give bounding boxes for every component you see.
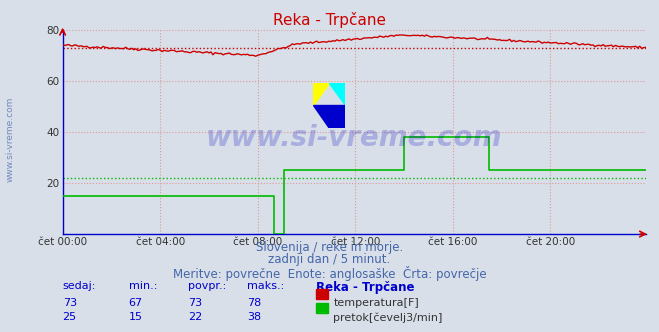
Text: Slovenija / reke in morje.: Slovenija / reke in morje.	[256, 241, 403, 254]
Text: Meritve: povrečne  Enote: anglosaške  Črta: povrečje: Meritve: povrečne Enote: anglosaške Črta…	[173, 266, 486, 281]
Text: min.:: min.:	[129, 281, 157, 290]
Text: www.si-vreme.com: www.si-vreme.com	[206, 124, 502, 152]
Text: sedaj:: sedaj:	[63, 281, 96, 290]
Text: 38: 38	[247, 312, 261, 322]
Text: Reka - Trpčane: Reka - Trpčane	[273, 12, 386, 28]
Text: pretok[čevelj3/min]: pretok[čevelj3/min]	[333, 312, 443, 323]
Text: zadnji dan / 5 minut.: zadnji dan / 5 minut.	[268, 253, 391, 266]
Text: 78: 78	[247, 298, 262, 308]
Text: povpr.:: povpr.:	[188, 281, 226, 290]
Text: 73: 73	[63, 298, 76, 308]
Text: 25: 25	[63, 312, 76, 322]
Text: Reka - Trpčane: Reka - Trpčane	[316, 281, 415, 293]
Text: 73: 73	[188, 298, 202, 308]
Text: www.si-vreme.com: www.si-vreme.com	[5, 97, 14, 182]
Text: maks.:: maks.:	[247, 281, 285, 290]
Text: 15: 15	[129, 312, 142, 322]
Text: 67: 67	[129, 298, 142, 308]
Text: 22: 22	[188, 312, 202, 322]
Text: temperatura[F]: temperatura[F]	[333, 298, 419, 308]
